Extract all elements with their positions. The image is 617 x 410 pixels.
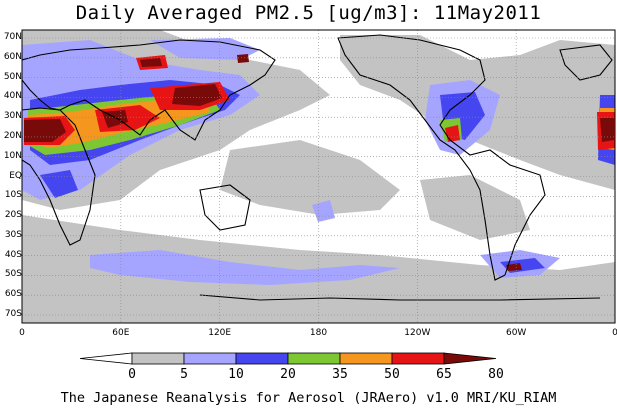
- lon-label: 0: [19, 328, 25, 338]
- lat-label: 20N: [3, 130, 22, 141]
- colorbar-tick-label: 80: [488, 367, 504, 382]
- footer-credit: The Japanese Reanalysis for Aerosol (JRA…: [60, 390, 557, 406]
- colorbar-swatch: [131, 352, 185, 365]
- colorbar-tick-label: 35: [332, 367, 348, 382]
- lat-label: 70S: [4, 309, 22, 319]
- lon-label: 0: [612, 328, 617, 338]
- colorbar-tick-label: 5: [180, 367, 188, 382]
- lat-label: 30N: [3, 111, 22, 122]
- concentration-field: [22, 30, 615, 323]
- lat-label: 60N: [3, 51, 22, 62]
- colorbar-tick-label: 65: [436, 367, 452, 382]
- lat-label: 50N: [3, 71, 22, 82]
- lat-label: 50S: [4, 269, 22, 280]
- map-title: Daily Averaged PM2.5 [ug/m3]: 11May2011: [75, 2, 542, 24]
- colorbar-swatch: [79, 352, 133, 365]
- lat-label: 40N: [3, 91, 22, 102]
- lon-label: 120W: [404, 328, 431, 338]
- colorbar-tick-label: 50: [384, 367, 400, 382]
- colorbar-swatch: [183, 352, 237, 365]
- lon-label: 180: [309, 328, 328, 338]
- lat-label: 20S: [4, 210, 22, 221]
- lat-label: 70N: [3, 32, 22, 42]
- colorbar-swatch: [443, 352, 497, 365]
- lat-label: 10S: [4, 190, 22, 201]
- lat-label: EQ: [9, 170, 22, 181]
- colorbar-swatch: [391, 352, 445, 365]
- lon-label: 120E: [208, 328, 232, 338]
- coastlines: [22, 34, 613, 301]
- lat-label: 60S: [4, 289, 22, 300]
- colorbar-swatch: [339, 352, 393, 365]
- colorbar-swatch: [287, 352, 341, 365]
- colorbar-tick-label: 10: [228, 367, 244, 382]
- lat-label: 30S: [4, 229, 22, 240]
- colorbar-swatch: [235, 352, 289, 365]
- colorbar-tick-label: 20: [280, 367, 296, 382]
- lat-label: 10N: [3, 150, 22, 161]
- lat-label: 40S: [4, 249, 22, 260]
- lon-label: 60E: [112, 328, 130, 338]
- map-frame: [21, 29, 616, 324]
- colorbar-tick-label: 0: [128, 367, 136, 382]
- colorbar: [79, 352, 497, 365]
- lon-label: 60W: [505, 328, 527, 338]
